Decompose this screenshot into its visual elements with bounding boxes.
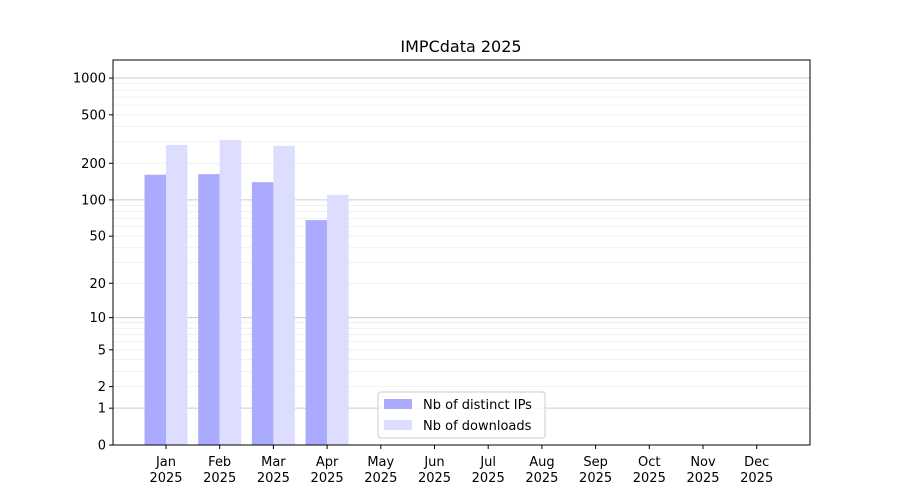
bar-downloads — [273, 145, 295, 446]
bar-downloads — [166, 144, 188, 445]
x-axis: Jan 2025 Feb 2025 Mar 2025 Apr 2025 May 2025 Jun 20… — [149, 445, 773, 486]
y-tick-label: 20 — [89, 277, 106, 292]
x-tick-label: Jan 2025 — [149, 455, 182, 486]
y-tick-label: 1000 — [73, 72, 106, 87]
bars — [144, 139, 349, 446]
y-tick-label: 0 — [98, 439, 106, 454]
x-tick-label: Feb 2025 — [203, 455, 236, 486]
y-tick-label: 2 — [98, 380, 106, 395]
y-tick-label: 1 — [98, 402, 106, 417]
bar-downloads — [219, 139, 242, 445]
bar-ips — [198, 174, 220, 445]
bar-ips — [144, 174, 166, 445]
y-tick-label: 50 — [89, 230, 106, 245]
y-tick-label: 500 — [81, 108, 106, 123]
y-tick-label: 10 — [89, 311, 106, 326]
bar-ips — [251, 182, 274, 445]
bar-ips — [305, 220, 328, 445]
chart-title: IMPCdata 2025 — [400, 37, 521, 56]
y-tick-label: 100 — [81, 193, 106, 208]
legend-label: Nb of distinct IPs — [423, 398, 532, 413]
x-tick-label: Nov 2025 — [686, 455, 719, 486]
x-tick-label: Jun 2025 — [418, 455, 451, 486]
legend-swatch — [384, 420, 412, 430]
legend-box — [377, 391, 546, 439]
y-tick-label: 5 — [98, 343, 106, 358]
plot-frame — [112, 59, 811, 446]
y-axis: 0 1 2 5 10 20 50 100 200 500 1000 — [73, 72, 113, 454]
legend-label: Nb of downloads — [423, 419, 532, 434]
x-tick-label: Sep 2025 — [579, 455, 612, 486]
y-tick-label: 200 — [81, 157, 106, 172]
legend: Nb of distinct IPs Nb of downloads — [377, 391, 546, 439]
x-tick-label: Oct 2025 — [633, 455, 666, 486]
bar-downloads — [327, 194, 349, 445]
x-tick-label: Aug 2025 — [525, 455, 558, 486]
x-tick-label: Jul 2025 — [472, 455, 505, 486]
x-tick-label: Apr 2025 — [311, 455, 344, 486]
legend-swatch — [384, 399, 412, 409]
x-tick-label: Dec 2025 — [740, 455, 773, 486]
x-tick-label: May 2025 — [364, 455, 397, 486]
x-tick-label: Mar 2025 — [257, 455, 290, 486]
